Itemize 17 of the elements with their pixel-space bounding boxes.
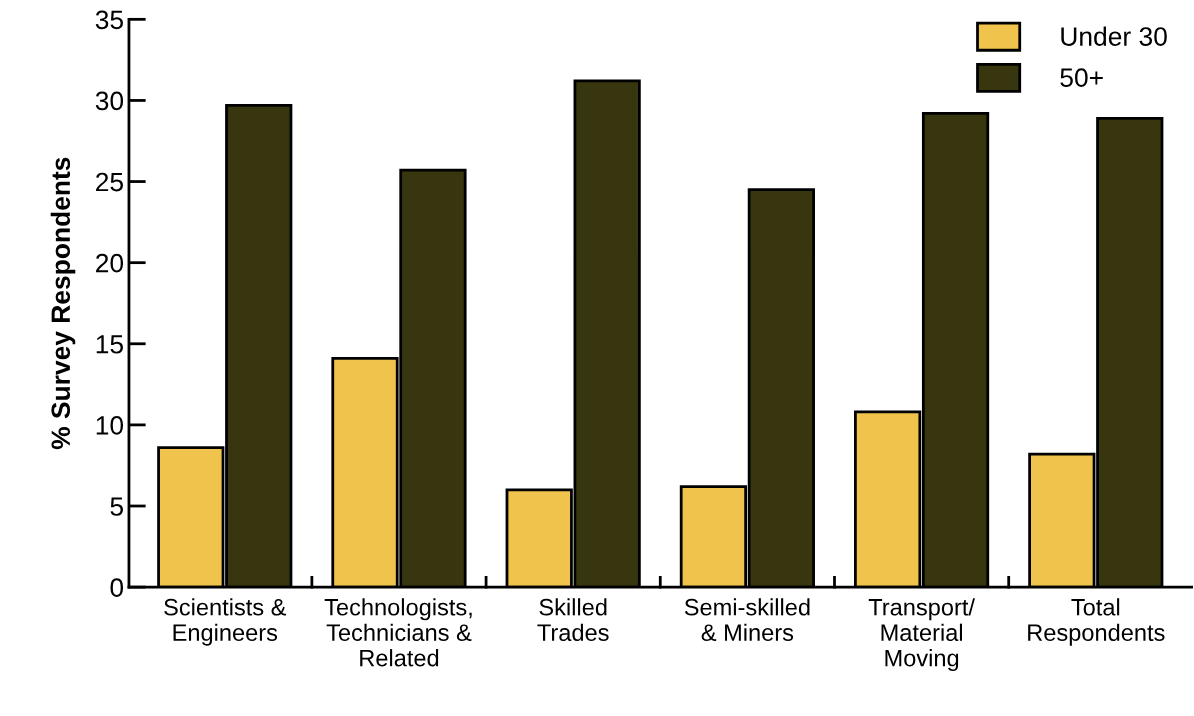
x-tick-label: Semi-skilled & Miners	[684, 598, 810, 642]
x-tick-label: Skilled Trades	[537, 598, 609, 642]
legend-label: 50+	[1060, 68, 1103, 87]
y-tick-label: 35	[95, 10, 123, 30]
y-tick-label: 25	[96, 172, 123, 192]
x-tick-label: Scientists & Engineers	[164, 598, 287, 646]
y-tick-label: 20	[96, 253, 124, 273]
y-tick-label: 30	[95, 91, 124, 111]
x-tick-label: Technologists, Technicians & Related	[324, 598, 472, 667]
y-axis-title: % Survey Respondents	[50, 157, 76, 450]
y-tick-label: 10	[96, 416, 124, 435]
y-tick-label: 15	[96, 335, 123, 354]
y-tick-label: 5	[110, 497, 123, 516]
x-tick-label: Transport/ Material Moving	[868, 598, 975, 672]
x-tick-label: Total Respondents	[1028, 598, 1165, 646]
legend-label: Under 30	[1061, 26, 1167, 46]
y-tick-label: 0	[110, 578, 124, 597]
